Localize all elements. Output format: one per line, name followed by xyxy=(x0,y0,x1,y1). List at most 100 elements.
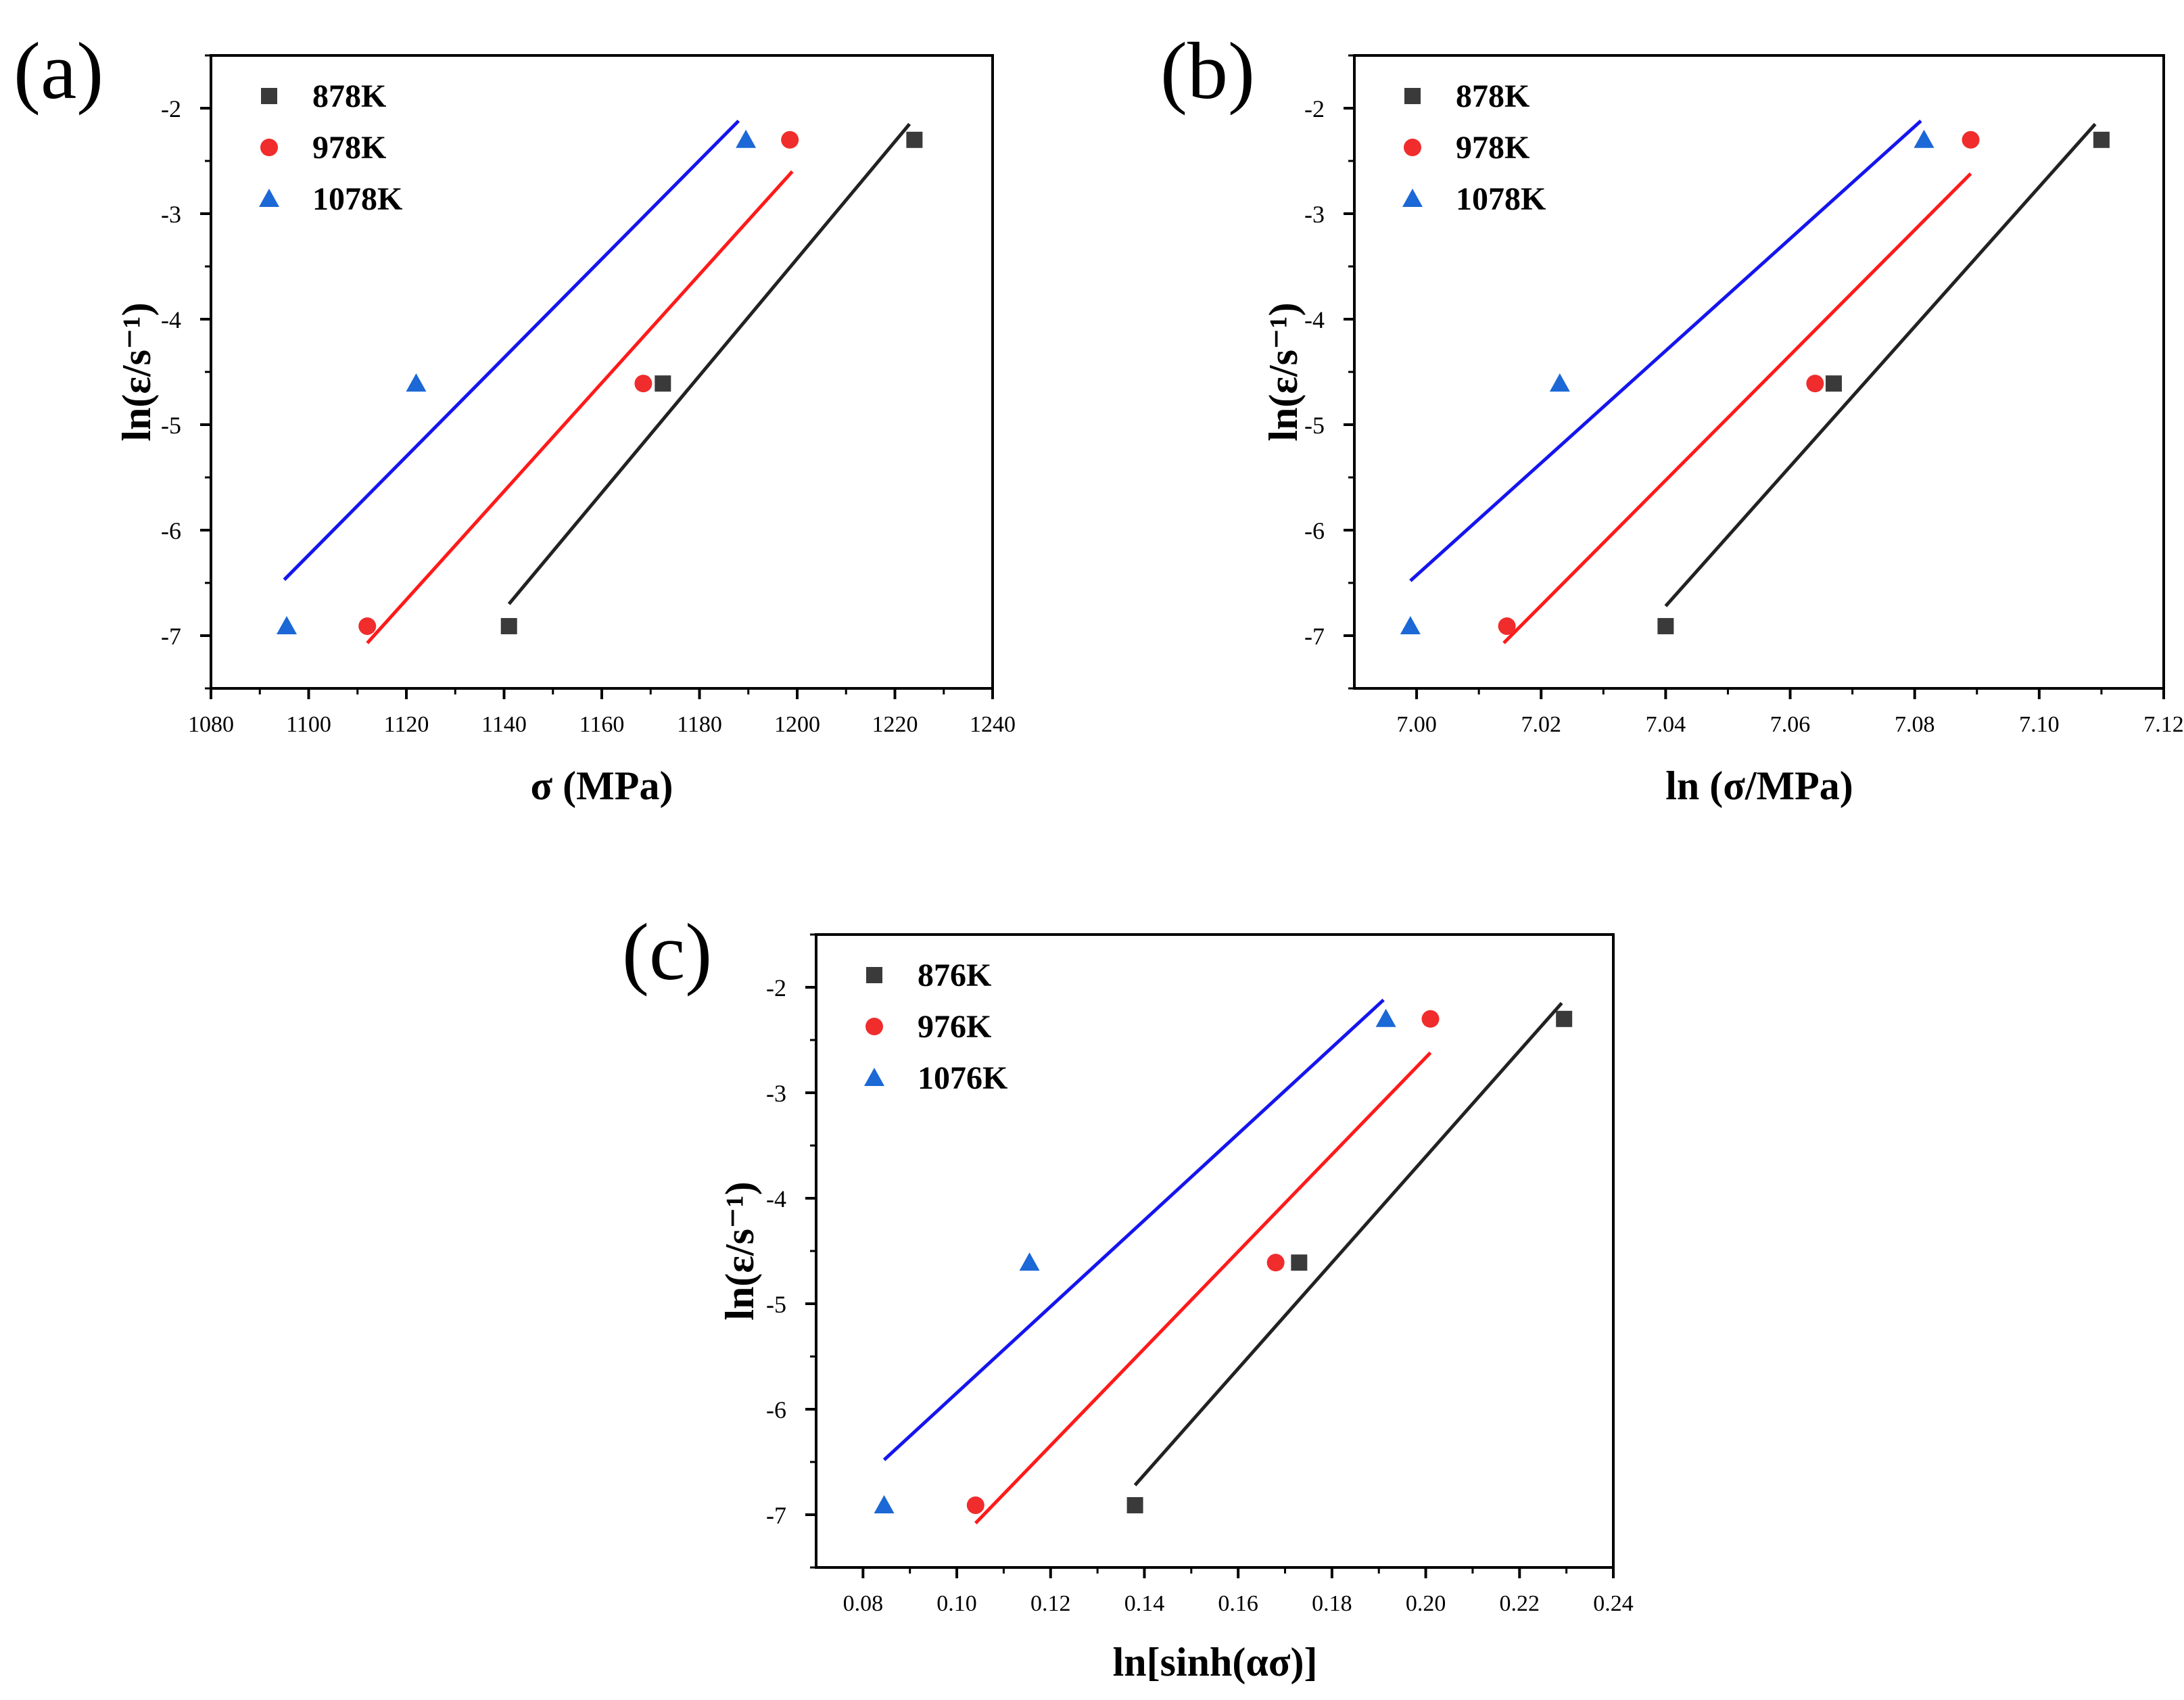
data-point xyxy=(1806,375,1824,393)
fit-line xyxy=(882,998,1385,1461)
legend-marker xyxy=(866,967,882,983)
fit-line xyxy=(1664,122,2097,607)
x-tick-label: 1080 xyxy=(188,712,234,737)
y-tick-label: -7 xyxy=(766,1502,786,1529)
series-1078K xyxy=(276,119,757,634)
y-tick-label: -3 xyxy=(1304,201,1325,228)
x-tick-label: 7.00 xyxy=(1396,712,1437,737)
y-axis-label: ln(ε/s⁻¹) xyxy=(114,302,159,441)
panel-a: 1080 1100 1120 1140 1160 1180 1200 1220 1240 -7 -6… xyxy=(14,26,1016,808)
data-point xyxy=(966,1496,984,1514)
x-tick-label: 0.16 xyxy=(1218,1591,1258,1616)
series-878K xyxy=(1657,122,2110,634)
y-tick-label: -6 xyxy=(161,517,181,544)
legend-marker xyxy=(1402,189,1423,207)
legend-marker xyxy=(1404,88,1421,104)
legend-marker xyxy=(261,88,277,104)
y-tick-label: -4 xyxy=(766,1185,786,1212)
legend-marker xyxy=(1404,139,1421,156)
data-point xyxy=(2093,131,2110,148)
data-point xyxy=(1019,1252,1040,1271)
data-point xyxy=(1825,375,1842,392)
data-point xyxy=(1400,615,1421,634)
x-axis-label: ln[sinh(ασ)] xyxy=(1113,1640,1318,1684)
legend-label: 1078K xyxy=(1456,181,1546,217)
data-point xyxy=(736,129,757,148)
y-tick-label: -3 xyxy=(766,1080,786,1107)
y-tick-label: -6 xyxy=(1304,517,1325,544)
legend-label: 1078K xyxy=(312,181,402,217)
legend-marker xyxy=(259,189,279,207)
y-tick-label: -6 xyxy=(766,1396,786,1423)
y-tick-label: -5 xyxy=(1304,412,1325,439)
legend-label: 1076K xyxy=(918,1060,1007,1096)
x-tick-label: 1160 xyxy=(579,712,625,737)
y-tick-label: -2 xyxy=(766,974,786,1001)
data-point xyxy=(1291,1254,1308,1271)
data-point xyxy=(1549,373,1570,392)
y-axis-label: ln(ε/s⁻¹) xyxy=(1261,302,1306,441)
x-tick-label: 0.18 xyxy=(1312,1591,1352,1616)
x-tick-label: 0.14 xyxy=(1124,1591,1165,1616)
series-976K xyxy=(966,1010,1440,1525)
x-tick-label: 7.08 xyxy=(1895,712,1935,737)
y-tick-label: -2 xyxy=(1304,95,1325,122)
y-tick-label: -4 xyxy=(161,306,181,333)
panel-c: 0.08 0.10 0.12 0.14 0.16 0.18 0.20 0.22 0.24 -7 -6… xyxy=(622,907,1634,1684)
legend-label: 878K xyxy=(312,78,386,114)
data-point xyxy=(276,615,297,634)
x-tick-label: 1240 xyxy=(970,712,1016,737)
fit-line xyxy=(1409,119,1922,582)
data-point xyxy=(500,617,517,634)
data-point xyxy=(1421,1010,1440,1028)
legend-label: 976K xyxy=(918,1009,991,1045)
x-axis-label: σ (MPa) xyxy=(531,763,673,808)
data-point xyxy=(1375,1008,1396,1027)
x-tick-label: 1120 xyxy=(384,712,429,737)
x-tick-label: 1140 xyxy=(481,712,527,737)
panel-label: (b) xyxy=(1160,26,1255,116)
y-tick-label: -5 xyxy=(766,1291,786,1318)
y-tick-label: -3 xyxy=(161,201,181,228)
x-tick-label: 0.12 xyxy=(1030,1591,1071,1616)
data-point xyxy=(1962,131,1980,149)
fit-line xyxy=(1133,1001,1563,1486)
x-tick-label: 7.04 xyxy=(1646,712,1686,737)
legend-marker xyxy=(260,139,278,156)
data-point xyxy=(1498,617,1516,635)
data-point xyxy=(655,375,671,392)
legend: 878K 978K 1078K xyxy=(259,78,402,217)
fit-line xyxy=(507,122,911,605)
panel-b: 7.00 7.02 7.04 7.06 7.08 7.10 7.12 -7 -6 -5 -4 -3 -2… xyxy=(1160,26,2184,808)
x-tick-label: 7.02 xyxy=(1521,712,1561,737)
x-tick-label: 1200 xyxy=(774,712,820,737)
series-876K xyxy=(1126,1001,1573,1513)
data-point xyxy=(906,131,923,148)
x-tick-label: 0.20 xyxy=(1406,1591,1446,1616)
fit-line xyxy=(283,119,740,582)
y-tick-label: -4 xyxy=(1304,306,1325,333)
x-tick-label: 7.12 xyxy=(2143,712,2184,737)
fit-line xyxy=(1502,172,1972,644)
data-point xyxy=(406,373,427,392)
x-axis-label: ln (σ/MPa) xyxy=(1665,763,1853,808)
series-978K xyxy=(358,131,799,644)
data-point xyxy=(874,1494,895,1513)
x-tick-label: 7.10 xyxy=(2019,712,2060,737)
legend: 876K 976K 1076K xyxy=(864,958,1007,1096)
y-tick-label: -5 xyxy=(161,412,181,439)
data-point xyxy=(1126,1496,1143,1513)
data-point xyxy=(1556,1010,1573,1027)
fit-line xyxy=(974,1051,1432,1525)
x-tick-label: 0.24 xyxy=(1593,1591,1634,1616)
data-point xyxy=(1657,617,1674,634)
fit-line xyxy=(366,170,794,644)
legend-label: 876K xyxy=(918,958,991,993)
data-point xyxy=(358,617,377,635)
x-tick-label: 0.22 xyxy=(1500,1591,1540,1616)
data-point xyxy=(1266,1254,1285,1272)
y-axis-label: ln(ε/s⁻¹) xyxy=(717,1181,762,1320)
series-978K xyxy=(1498,131,1980,644)
x-tick-label: 1100 xyxy=(286,712,331,737)
